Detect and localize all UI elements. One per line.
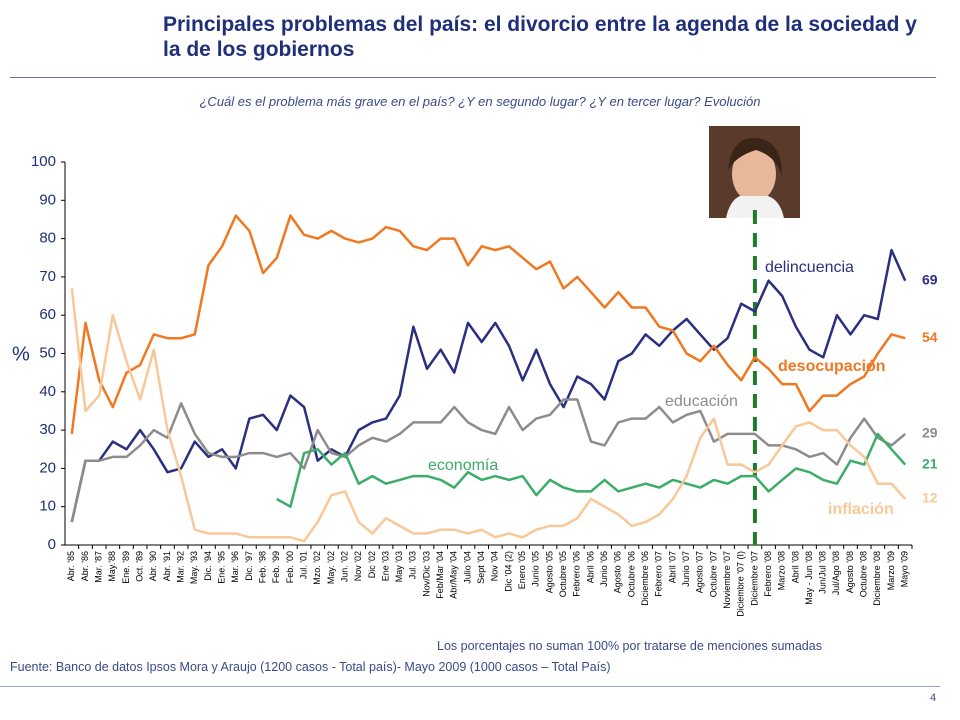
x-tick-label: Mar. '87 <box>94 551 104 583</box>
x-tick-label: Nov '04 <box>490 551 500 581</box>
x-tick-label: Abr. '90 <box>148 551 158 581</box>
x-tick-label: Abr. '85 <box>66 551 76 581</box>
y-tick-label: 70 <box>39 268 56 285</box>
x-tick-label: Octubre '08 <box>859 551 869 597</box>
y-tick-label: 30 <box>39 421 56 438</box>
x-tick-label: Jun/Jul '08 <box>818 551 828 594</box>
x-tick-label: Junio '07 <box>681 551 691 587</box>
y-tick-label: 10 <box>39 498 56 515</box>
x-tick-label: Diciembre '06 <box>640 551 650 606</box>
series-line <box>70 214 906 435</box>
x-tick-label: Agosto '05 <box>544 551 554 593</box>
series-name-label: delincuencia <box>765 259 854 276</box>
x-tick-label: Feb/Mar '04 <box>435 551 445 599</box>
y-tick-label: 0 <box>48 536 56 553</box>
x-tick-label: Mzo. '02 <box>312 551 322 585</box>
x-tick-label: Abr. '91 <box>162 551 172 581</box>
x-tick-label: May.'88 <box>107 551 117 582</box>
x-tick-label: Jul. '03 <box>408 551 418 579</box>
x-tick-label: Abr. '86 <box>80 551 90 581</box>
x-tick-label: Diciembre '07 (I) <box>736 551 746 617</box>
series-line <box>276 432 907 508</box>
x-tick-label: Ene '03 <box>380 551 390 581</box>
footer-rule <box>0 686 940 687</box>
x-tick-label: Abril '06 <box>585 551 595 583</box>
x-tick-label: Mar. '92 <box>175 551 185 583</box>
x-tick-label: Dic '02 <box>367 551 377 578</box>
x-tick-label: Marzo '09 <box>886 551 896 590</box>
y-axis-label: % <box>12 343 30 365</box>
x-tick-label: Octubre '05 <box>558 551 568 597</box>
x-tick-label: Febrero '07 <box>654 551 664 597</box>
x-tick-label: Junio '05 <box>531 551 541 587</box>
x-tick-label: Enero '05 <box>517 551 527 589</box>
x-tick-label: May. '93 <box>189 551 199 584</box>
x-tick-label: May '03 <box>394 551 404 582</box>
series-name-label: desocupación <box>778 358 886 375</box>
series-name-label: economía <box>428 457 498 474</box>
x-tick-label: May - Jun '08 <box>804 551 814 605</box>
x-tick-label: Sept '04 <box>476 551 486 584</box>
x-tick-label: Abril '07 <box>667 551 677 583</box>
chart-subtitle: ¿Cuál es el problema más grave en el paí… <box>199 94 761 109</box>
x-tick-label: Abril '08 <box>790 551 800 583</box>
x-tick-label: Abr/May '04 <box>449 551 459 599</box>
y-tick-label: 50 <box>39 344 56 361</box>
photo <box>709 126 800 218</box>
x-tick-label: Febrero '08 <box>763 551 773 597</box>
y-tick-label: 60 <box>39 306 56 323</box>
x-tick-label: Nov/Dic '03 <box>421 551 431 597</box>
x-tick-label: Dic. '97 <box>244 551 254 581</box>
x-tick-label: Diciembre '07 <box>749 551 759 606</box>
series-name-label: educación <box>665 393 738 410</box>
series-line <box>70 288 907 543</box>
x-tick-label: Jul. '01 <box>298 551 308 579</box>
x-tick-label: Agosto '07 <box>695 551 705 593</box>
x-tick-label: Mayo '09 <box>900 551 910 587</box>
end-value-label: 54 <box>922 329 938 345</box>
page-number: 4 <box>930 692 937 704</box>
x-tick-label: Dic '04 (2) <box>503 551 513 592</box>
x-tick-label: Feb. '98 <box>257 551 267 583</box>
x-tick-label: Feb. '99 <box>271 551 281 583</box>
x-tick-label: Octubre '07 <box>708 551 718 597</box>
y-tick-label: 40 <box>39 383 56 400</box>
y-tick-label: 80 <box>39 230 56 247</box>
series-line <box>70 248 907 523</box>
y-tick-label: 100 <box>31 153 56 170</box>
x-tick-label: Ene. '89 <box>121 551 131 584</box>
source: Fuente: Banco de datos Ipsos Mora y Arau… <box>10 660 611 674</box>
end-value-label: 21 <box>922 455 938 471</box>
x-tick-label: Mar. '96 <box>230 551 240 583</box>
x-tick-label: Jul/Ago '08 <box>831 551 841 595</box>
x-tick-label: Diciembre '08 <box>872 551 882 606</box>
x-tick-label: Noviembre '07 <box>722 551 732 609</box>
x-tick-label: Junio '06 <box>599 551 609 587</box>
x-tick-label: Agosto '08 <box>845 551 855 593</box>
y-tick-label: 90 <box>39 191 56 208</box>
x-tick-label: Marzo '08 <box>777 551 787 590</box>
note: Los porcentajes no suman 100% por tratar… <box>437 639 822 653</box>
x-tick-label: Jun. '02 <box>339 551 349 582</box>
y-tick-label: 20 <box>39 459 56 476</box>
x-tick-label: Octubre '06 <box>626 551 636 597</box>
series-line <box>70 398 907 523</box>
x-tick-label: Febrero '06 <box>572 551 582 597</box>
series-name-label: inflación <box>828 501 894 518</box>
end-value-label: 69 <box>922 271 938 287</box>
x-tick-label: Julio '04 <box>462 551 472 584</box>
end-value-label: 29 <box>922 425 938 441</box>
end-value-label: 12 <box>922 490 938 506</box>
chart-title: Principales problemas del país: el divor… <box>163 13 917 61</box>
x-tick-label: Agosto '06 <box>613 551 623 593</box>
x-tick-label: Oct. '89 <box>135 551 145 582</box>
x-tick-label: Nov '02 <box>353 551 363 581</box>
x-tick-label: Dic. '94 <box>203 551 213 581</box>
x-tick-label: Feb. '00 <box>285 551 295 583</box>
x-tick-label: May. '02 <box>326 551 336 584</box>
x-tick-label: Ene. '95 <box>216 551 226 584</box>
title-rule <box>10 77 936 78</box>
